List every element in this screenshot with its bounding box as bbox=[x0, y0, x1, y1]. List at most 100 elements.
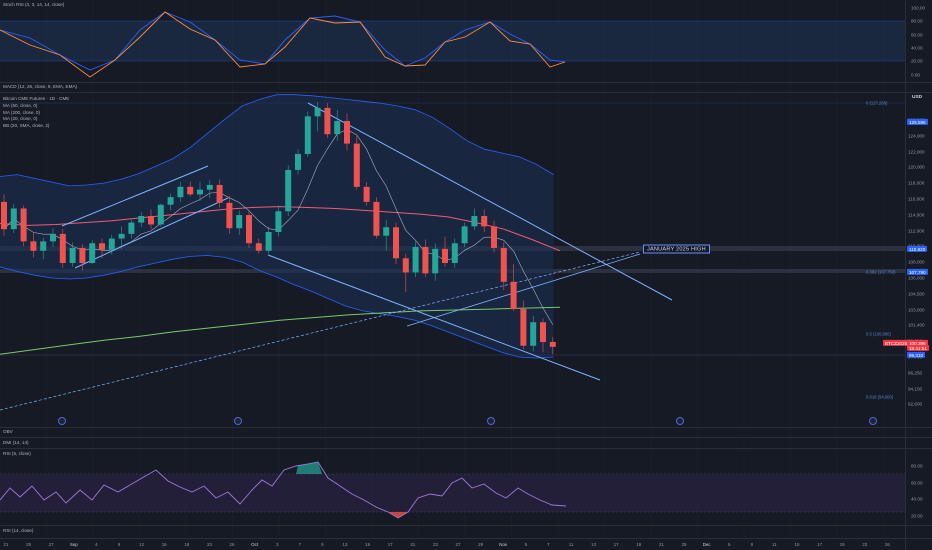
pane-separator[interactable] bbox=[0, 437, 932, 438]
date-label: Dec bbox=[702, 542, 711, 547]
candle-body bbox=[265, 231, 272, 251]
candle-body bbox=[451, 243, 458, 263]
candle-body bbox=[50, 233, 56, 242]
dmi-legend[interactable]: DMI (14, 14) bbox=[3, 440, 29, 445]
candle-body bbox=[275, 211, 282, 232]
candle-body bbox=[471, 215, 478, 227]
date-label: 26 bbox=[229, 542, 235, 547]
price-tag: 99,310 bbox=[907, 351, 926, 359]
pennant-upper bbox=[61, 165, 209, 227]
pane-separator[interactable] bbox=[0, 427, 932, 428]
candle-body bbox=[157, 204, 164, 225]
event-icon[interactable] bbox=[487, 417, 495, 425]
stoch-tick-label: 40.00 bbox=[911, 45, 923, 51]
candle-body bbox=[500, 247, 507, 282]
candle-body bbox=[491, 226, 497, 248]
date-label: 16 bbox=[161, 542, 167, 547]
pane-separator[interactable] bbox=[0, 525, 932, 526]
date-label: 29 bbox=[478, 542, 484, 547]
event-icon[interactable] bbox=[869, 417, 877, 425]
price-tick-label: 92,600 bbox=[908, 401, 923, 407]
candle-body bbox=[510, 281, 517, 310]
event-icon[interactable] bbox=[58, 417, 66, 425]
rsi14-legend[interactable]: RSI (14, close) bbox=[3, 528, 34, 533]
january-2025-high-label[interactable]: JANUARY 2025 HIGH bbox=[643, 244, 710, 254]
date-label: 23 bbox=[862, 542, 868, 547]
symbol-title[interactable]: Bitcoin CME Futures · 1D · CME bbox=[3, 96, 70, 101]
price-tick-label: 114,000 bbox=[908, 212, 925, 218]
time-axis-divider bbox=[0, 538, 932, 539]
bb-upper bbox=[0, 94, 554, 187]
price-tick-label: 101,400 bbox=[908, 322, 925, 328]
candle-body bbox=[540, 322, 546, 342]
stoch-tick-label: 0.00 bbox=[911, 72, 920, 77]
candle-body bbox=[412, 247, 419, 273]
legend-ma20[interactable]: MA (20, close, 0) bbox=[3, 116, 38, 122]
candle-body bbox=[314, 107, 321, 117]
candle-body bbox=[530, 322, 537, 346]
bb-lower bbox=[0, 255, 554, 359]
candle-body bbox=[304, 116, 311, 154]
date-label: 12 bbox=[139, 542, 145, 547]
price-tick-label: 118,000 bbox=[908, 180, 925, 186]
fib-level-label: 0.618 (94,000) bbox=[866, 394, 894, 400]
legend-bb[interactable]: BB (20, SMA, close, 2) bbox=[3, 123, 50, 129]
date-label: 17 bbox=[387, 542, 393, 547]
date-label: 27 bbox=[455, 542, 461, 547]
breakdown-line bbox=[406, 253, 641, 327]
date-label: Nov bbox=[499, 542, 508, 547]
price-tick-label: 108,000 bbox=[908, 259, 925, 265]
candle-body bbox=[393, 227, 399, 259]
legend-ma50[interactable]: MA (50, close, 0) bbox=[3, 102, 38, 108]
date-label: 11 bbox=[772, 542, 777, 547]
candle-body bbox=[442, 248, 448, 263]
rsi5-legend[interactable]: RSI (5, close) bbox=[3, 451, 31, 456]
price-tag: 18:41:51 bbox=[907, 344, 929, 352]
stoch-tick-label: 100.00 bbox=[911, 5, 926, 11]
candle-body bbox=[549, 341, 556, 347]
rsi-line bbox=[0, 461, 567, 519]
rsi-oversold-fill bbox=[388, 512, 408, 518]
candle-body bbox=[1, 201, 7, 230]
date-label: 26 bbox=[884, 542, 890, 547]
candle-body bbox=[40, 241, 47, 251]
legend-ma200[interactable]: MA (200, close, 0) bbox=[3, 109, 41, 115]
currency-label[interactable]: USD bbox=[912, 95, 923, 100]
candle-body bbox=[206, 184, 213, 190]
candle-body bbox=[432, 248, 439, 274]
rsi-overbought-fill bbox=[296, 462, 322, 474]
date-label: 13 bbox=[591, 542, 597, 547]
candle-body bbox=[334, 121, 341, 135]
price-tick-label: 124,000 bbox=[908, 133, 925, 139]
main-legend[interactable]: Bitcoin CME Futures · 1D · CME MA (50, c… bbox=[3, 96, 69, 130]
price-tick-label: 94,150 bbox=[908, 386, 923, 392]
candle-body bbox=[363, 186, 370, 202]
pane-separator[interactable] bbox=[0, 92, 932, 93]
pane-separator[interactable] bbox=[0, 448, 932, 449]
obv-legend[interactable]: OBV bbox=[3, 429, 13, 434]
candle-body bbox=[69, 247, 76, 263]
candle-body bbox=[167, 197, 174, 205]
fib-level-label: 0.382 (107,750) bbox=[866, 269, 896, 275]
event-icon[interactable] bbox=[234, 417, 242, 425]
price-tick-label: 120,000 bbox=[908, 164, 925, 170]
date-label: 4 bbox=[95, 542, 98, 547]
candle-body bbox=[30, 241, 37, 251]
stoch-rsi-legend[interactable]: Stoch RSI (3, 3, 14, 14, close) bbox=[3, 2, 65, 7]
date-label: 5 bbox=[727, 542, 731, 547]
fib-level-label: 0 (127,268) bbox=[866, 100, 888, 106]
stoch-tick-label: 80.00 bbox=[911, 18, 923, 24]
date-label: 18 bbox=[184, 542, 190, 547]
macd-legend[interactable]: MACD (12, 26, close, 9, EMA, EMA) bbox=[3, 84, 78, 89]
candle-body bbox=[187, 186, 194, 195]
date-label: 17 bbox=[613, 542, 619, 547]
candle-body bbox=[10, 208, 17, 230]
ma200-line bbox=[0, 306, 561, 355]
date-label: 3 bbox=[275, 542, 279, 547]
pane-separator[interactable] bbox=[0, 82, 932, 83]
candle-body bbox=[344, 121, 350, 144]
candle-body bbox=[461, 226, 468, 244]
date-label: 5 bbox=[524, 542, 528, 547]
event-icon[interactable] bbox=[676, 417, 684, 425]
